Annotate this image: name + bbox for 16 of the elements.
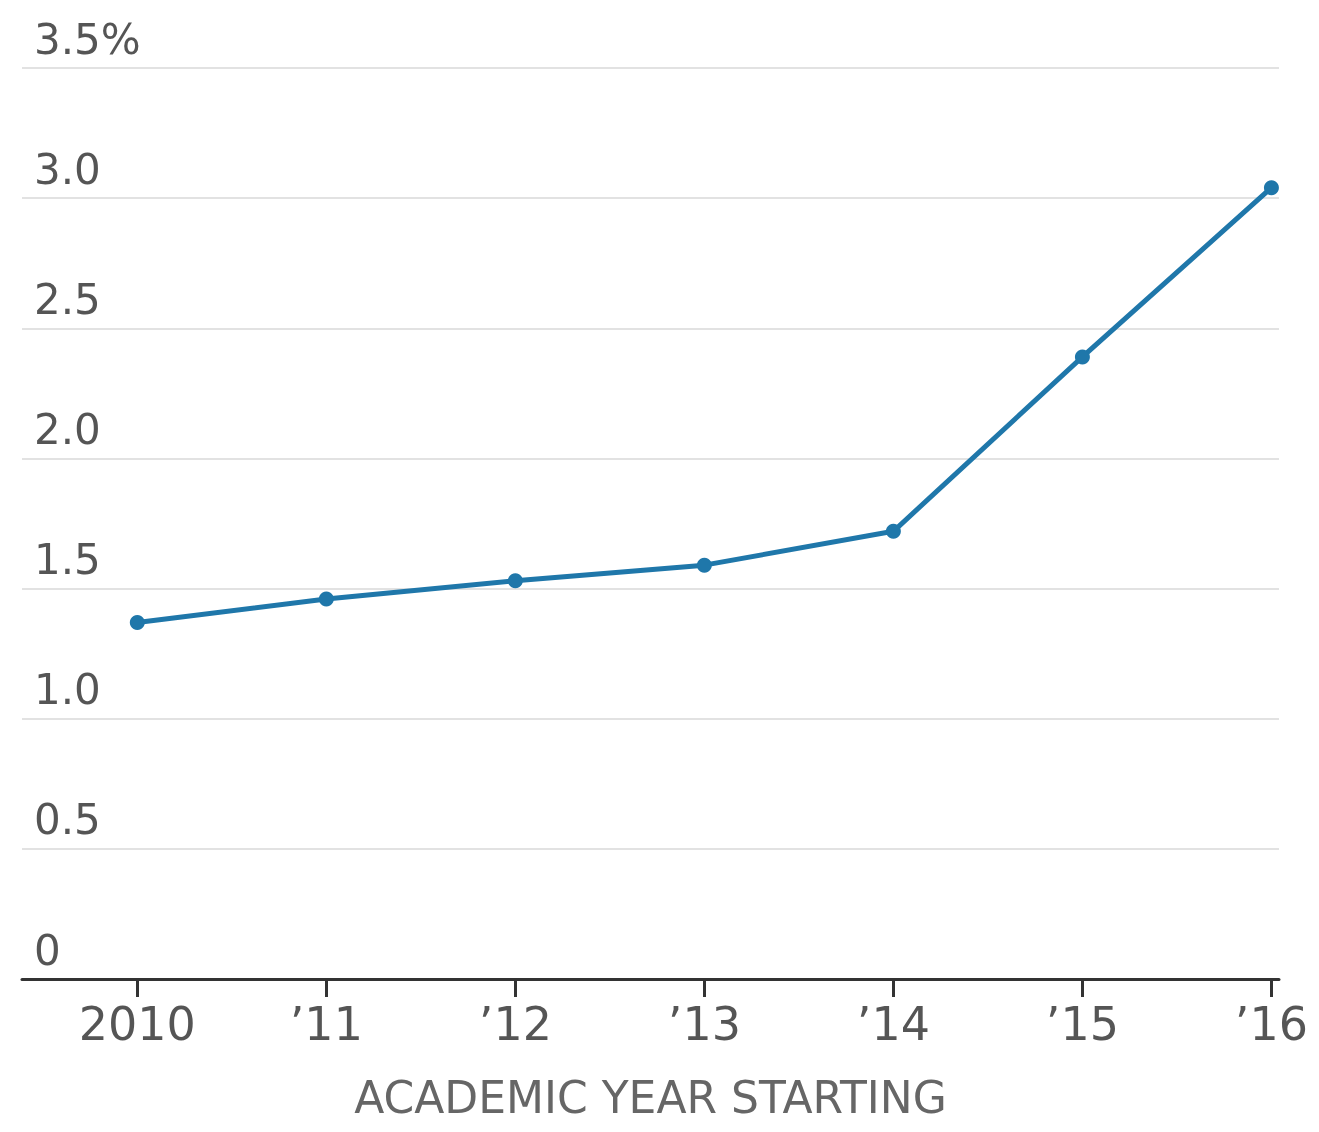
y-tick-label: 2.0 <box>34 404 101 454</box>
x-tick-label: ’13 <box>667 997 741 1051</box>
y-tick-label: 3.5% <box>34 14 141 64</box>
y-tick-label: 1.5 <box>34 535 101 585</box>
x-axis-title: ACADEMIC YEAR STARTING <box>354 1071 947 1123</box>
x-tick-label: ’14 <box>856 997 930 1051</box>
y-tick-label: 0.5 <box>34 795 101 845</box>
x-tick-label: ’15 <box>1045 997 1119 1051</box>
x-tick-label: ’16 <box>1234 997 1308 1051</box>
y-tick-label: 3.0 <box>34 144 101 194</box>
x-tick-label: ’11 <box>289 997 363 1051</box>
y-tick-label: 2.5 <box>34 274 101 324</box>
x-tick-label: ’12 <box>478 997 552 1051</box>
y-tick-label: 0 <box>34 925 61 975</box>
x-tick-label: 2010 <box>78 997 196 1051</box>
y-tick-label: 1.0 <box>34 665 101 715</box>
